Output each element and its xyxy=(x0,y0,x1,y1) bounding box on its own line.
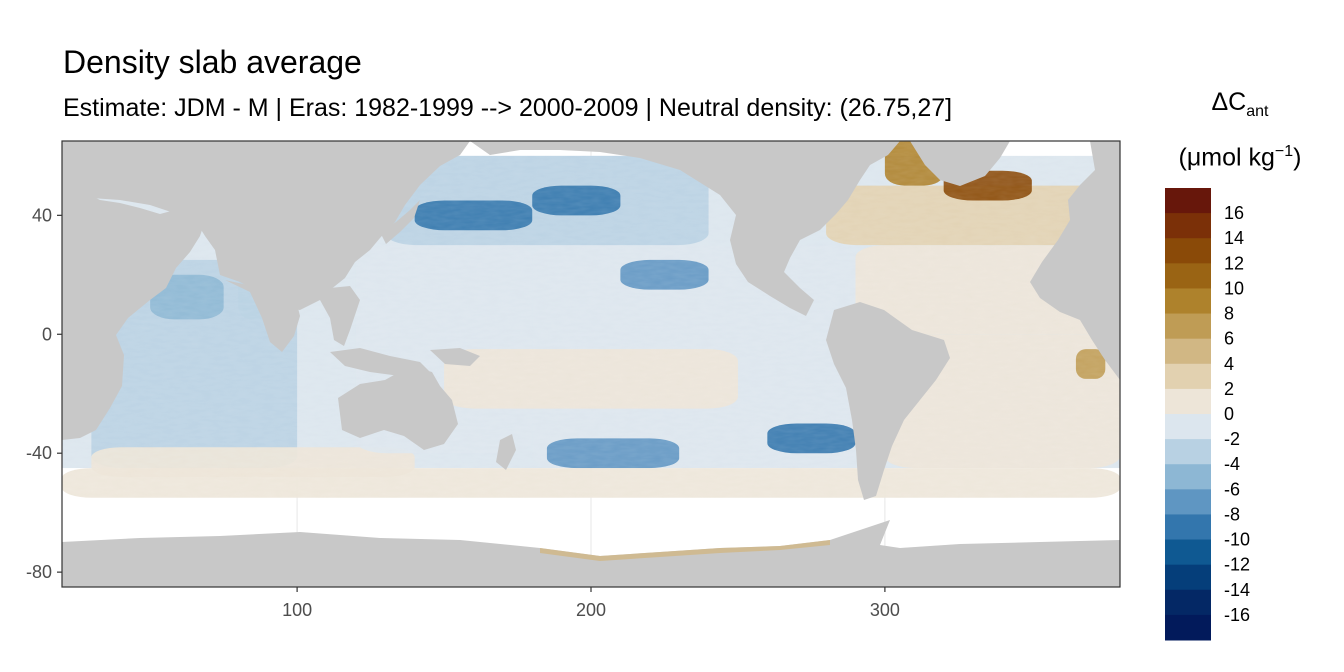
legend-swatch xyxy=(1165,238,1211,264)
land-layer xyxy=(62,141,1120,587)
legend-label: -12 xyxy=(1224,555,1250,575)
legend-swatch xyxy=(1165,188,1211,214)
land-greenland xyxy=(910,141,1010,186)
land-new-guinea xyxy=(430,348,480,366)
legend-swatch xyxy=(1165,564,1211,591)
legend-swatch xyxy=(1165,514,1211,541)
x-axis: 100 200 300 xyxy=(282,587,900,620)
legend-label: -10 xyxy=(1224,530,1250,550)
legend-swatch xyxy=(1165,464,1211,490)
legend-swatch xyxy=(1165,338,1211,365)
legend-colorbar xyxy=(1165,188,1211,641)
chart-subtitle: Estimate: JDM - M | Eras: 1982-1999 --> … xyxy=(63,94,953,122)
legend-swatch xyxy=(1165,263,1211,289)
legend-swatch xyxy=(1165,439,1211,465)
legend-swatch xyxy=(1165,414,1211,440)
legend-label: 0 xyxy=(1224,404,1234,424)
legend-label: -8 xyxy=(1224,504,1240,524)
land-antarctica xyxy=(62,520,1120,587)
legend-swatch xyxy=(1165,388,1211,415)
legend-label: -14 xyxy=(1224,580,1250,600)
land-europe-africa xyxy=(1030,141,1120,380)
y-tick-label: 40 xyxy=(32,205,52,225)
land-south-america xyxy=(826,302,950,500)
legend-label: 16 xyxy=(1224,203,1244,223)
legend-swatch xyxy=(1165,363,1211,390)
legend-label: 4 xyxy=(1224,354,1234,374)
land-africa-west xyxy=(62,141,205,440)
legend-label: 14 xyxy=(1224,228,1244,248)
x-tick-label: 200 xyxy=(576,600,606,620)
legend-title-symbol: ΔCant xyxy=(1211,88,1269,120)
legend-swatch xyxy=(1165,589,1211,616)
land-southeast-asia xyxy=(300,286,360,346)
legend-label: -6 xyxy=(1224,479,1240,499)
y-tick-label: -40 xyxy=(26,443,52,463)
legend-label: -4 xyxy=(1224,454,1240,474)
land-new-zealand xyxy=(496,434,516,470)
legend-label: 8 xyxy=(1224,304,1234,324)
legend-swatch xyxy=(1165,539,1211,566)
land-north-america xyxy=(470,141,900,316)
legend-title-unit: (μmol kg−1) xyxy=(1178,143,1302,172)
chart-title: Density slab average xyxy=(63,44,362,80)
legend-label: 12 xyxy=(1224,253,1244,273)
land-eurasia xyxy=(62,141,470,310)
legend-swatch xyxy=(1165,213,1211,239)
legend-label: 2 xyxy=(1224,379,1234,399)
legend-labels: 16 14 12 10 8 6 4 2 0 -2 -4 -6 -8 -10 -12 -14 -16 xyxy=(1224,203,1250,625)
antarctic-margin xyxy=(540,540,830,561)
y-tick-label: -80 xyxy=(26,562,52,582)
legend-label: -2 xyxy=(1224,429,1240,449)
legend-label: 6 xyxy=(1224,329,1234,349)
y-tick-label: 0 xyxy=(42,324,52,344)
legend-label: 10 xyxy=(1224,278,1244,298)
legend-label: -16 xyxy=(1224,605,1250,625)
land-india xyxy=(225,280,300,352)
land-australia xyxy=(338,366,458,450)
land-japan xyxy=(380,200,420,244)
x-tick-label: 100 xyxy=(282,600,312,620)
y-axis: 40 0 -40 -80 xyxy=(26,205,62,582)
x-tick-label: 300 xyxy=(870,600,900,620)
legend-swatch xyxy=(1165,489,1211,515)
legend-swatch xyxy=(1165,313,1211,340)
legend-swatch xyxy=(1165,288,1211,315)
legend-swatch xyxy=(1165,614,1211,641)
